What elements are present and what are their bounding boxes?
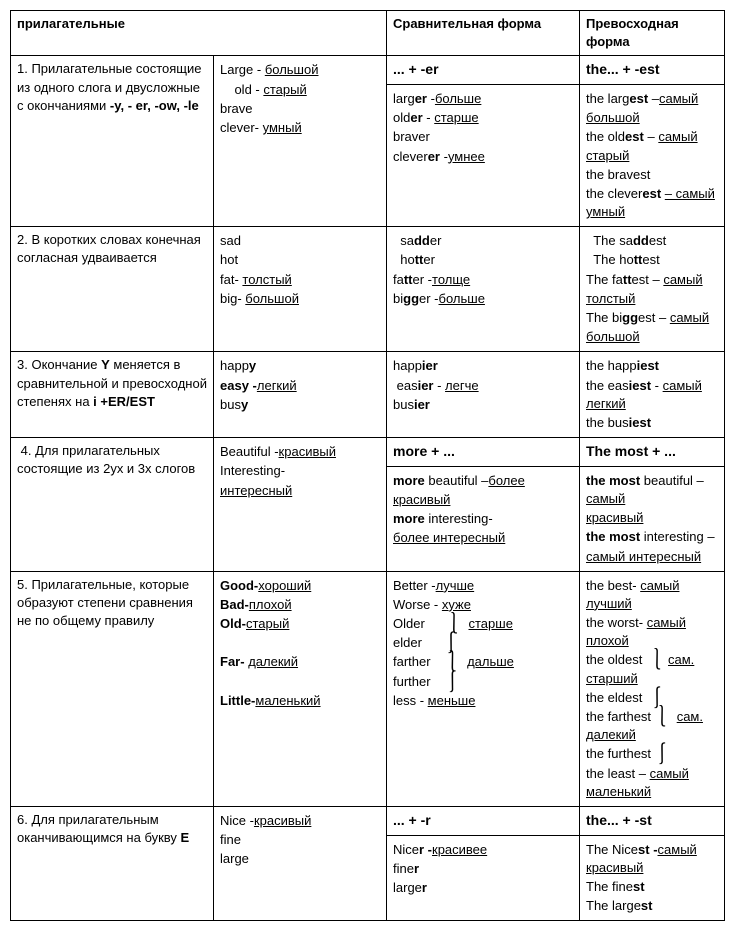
rule-2-comp: sadder hotterfatter -толщеbigger -больше: [387, 227, 580, 352]
rule-4-sup-formula: The most + ...: [580, 438, 725, 467]
rule-1-comp: larger -большеolder - старшеbraverclever…: [387, 84, 580, 226]
rule-5-desc: 5. Прилагательные, которые образуют степ…: [11, 571, 214, 806]
adjectives-comparison-table: прилагательные Сравнительная форма Прево…: [10, 10, 725, 921]
rule-1-sup-formula: the... + -est: [580, 56, 725, 85]
rule-4-base: Beautiful -красивыйInteresting-интересны…: [214, 438, 387, 572]
rule-6-formula-row: 6. Для прилагательным оканчивающимся на …: [11, 806, 725, 835]
rule-5-comp: Better -лучшеWorse - хуже Older ⎱ старше…: [387, 571, 580, 806]
header-adjectives: прилагательные: [11, 11, 387, 56]
rule-5-sup: the best- самый лучшийthe worst- самый п…: [580, 571, 725, 806]
header-comparative: Сравнительная форма: [387, 11, 580, 56]
rule-3-comp: happier easier - легчеbusier: [387, 352, 580, 438]
rule-6-comp: Nicer -красивееfinerlarger: [387, 835, 580, 921]
rule-2-sup: The saddest The hottestThe fattest – сам…: [580, 227, 725, 352]
rule-5-base: Good-хорошийBad-плохойOld-старый Far- да…: [214, 571, 387, 806]
rule-6-sup-formula: the... + -st: [580, 806, 725, 835]
rule-6-sup: The Nicest -самый красивыйThe finestThe …: [580, 835, 725, 921]
rule-2-desc: 2. В коротких словах конечная согласная …: [11, 227, 214, 352]
rule-4-desc: 4. Для прилагательных состоящие из 2ух и…: [11, 438, 214, 572]
rule-3-base: happyeasy -легкийbusy: [214, 352, 387, 438]
rule-4-formula-row: 4. Для прилагательных состоящие из 2ух и…: [11, 438, 725, 467]
rule-3-sup: the happiestthe easiest - самый легкийth…: [580, 352, 725, 438]
rule-6-base: Nice -красивыйfinelarge: [214, 806, 387, 920]
rule-1-sup: the largest –самыйбольшойthe oldest – са…: [580, 84, 725, 226]
header-row: прилагательные Сравнительная форма Прево…: [11, 11, 725, 56]
rule-3-row: 3. Окончание Y меняется в сравнительной …: [11, 352, 725, 438]
rule-4-comp: more beautiful –болеекрасивыйmore intere…: [387, 466, 580, 571]
rule-2-row: 2. В коротких словах конечная согласная …: [11, 227, 725, 352]
rule-6-comp-formula: ... + -r: [387, 806, 580, 835]
rule-4-comp-formula: more + ...: [387, 438, 580, 467]
rule-6-desc: 6. Для прилагательным оканчивающимся на …: [11, 806, 214, 920]
header-superlative: Превосходнаяформа: [580, 11, 725, 56]
rule-5-row: 5. Прилагательные, которые образуют степ…: [11, 571, 725, 806]
rule-1-comp-formula: ... + -er: [387, 56, 580, 85]
rule-4-sup: the most beautiful – самыйкрасивыйthe mo…: [580, 466, 725, 571]
rule-3-desc: 3. Окончание Y меняется в сравнительной …: [11, 352, 214, 438]
rule-1-formula-row: 1. Прилагательные состоящие из одного сл…: [11, 56, 725, 85]
rule-1-base: Large - большой old - старыйbraveclever-…: [214, 56, 387, 227]
rule-2-base: sadhotfat- толстыйbig- большой: [214, 227, 387, 352]
rule-1-desc: 1. Прилагательные состоящие из одного сл…: [11, 56, 214, 227]
